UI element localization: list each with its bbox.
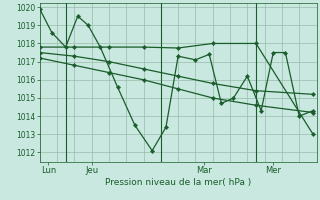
X-axis label: Pression niveau de la mer( hPa ): Pression niveau de la mer( hPa ) <box>105 178 251 187</box>
